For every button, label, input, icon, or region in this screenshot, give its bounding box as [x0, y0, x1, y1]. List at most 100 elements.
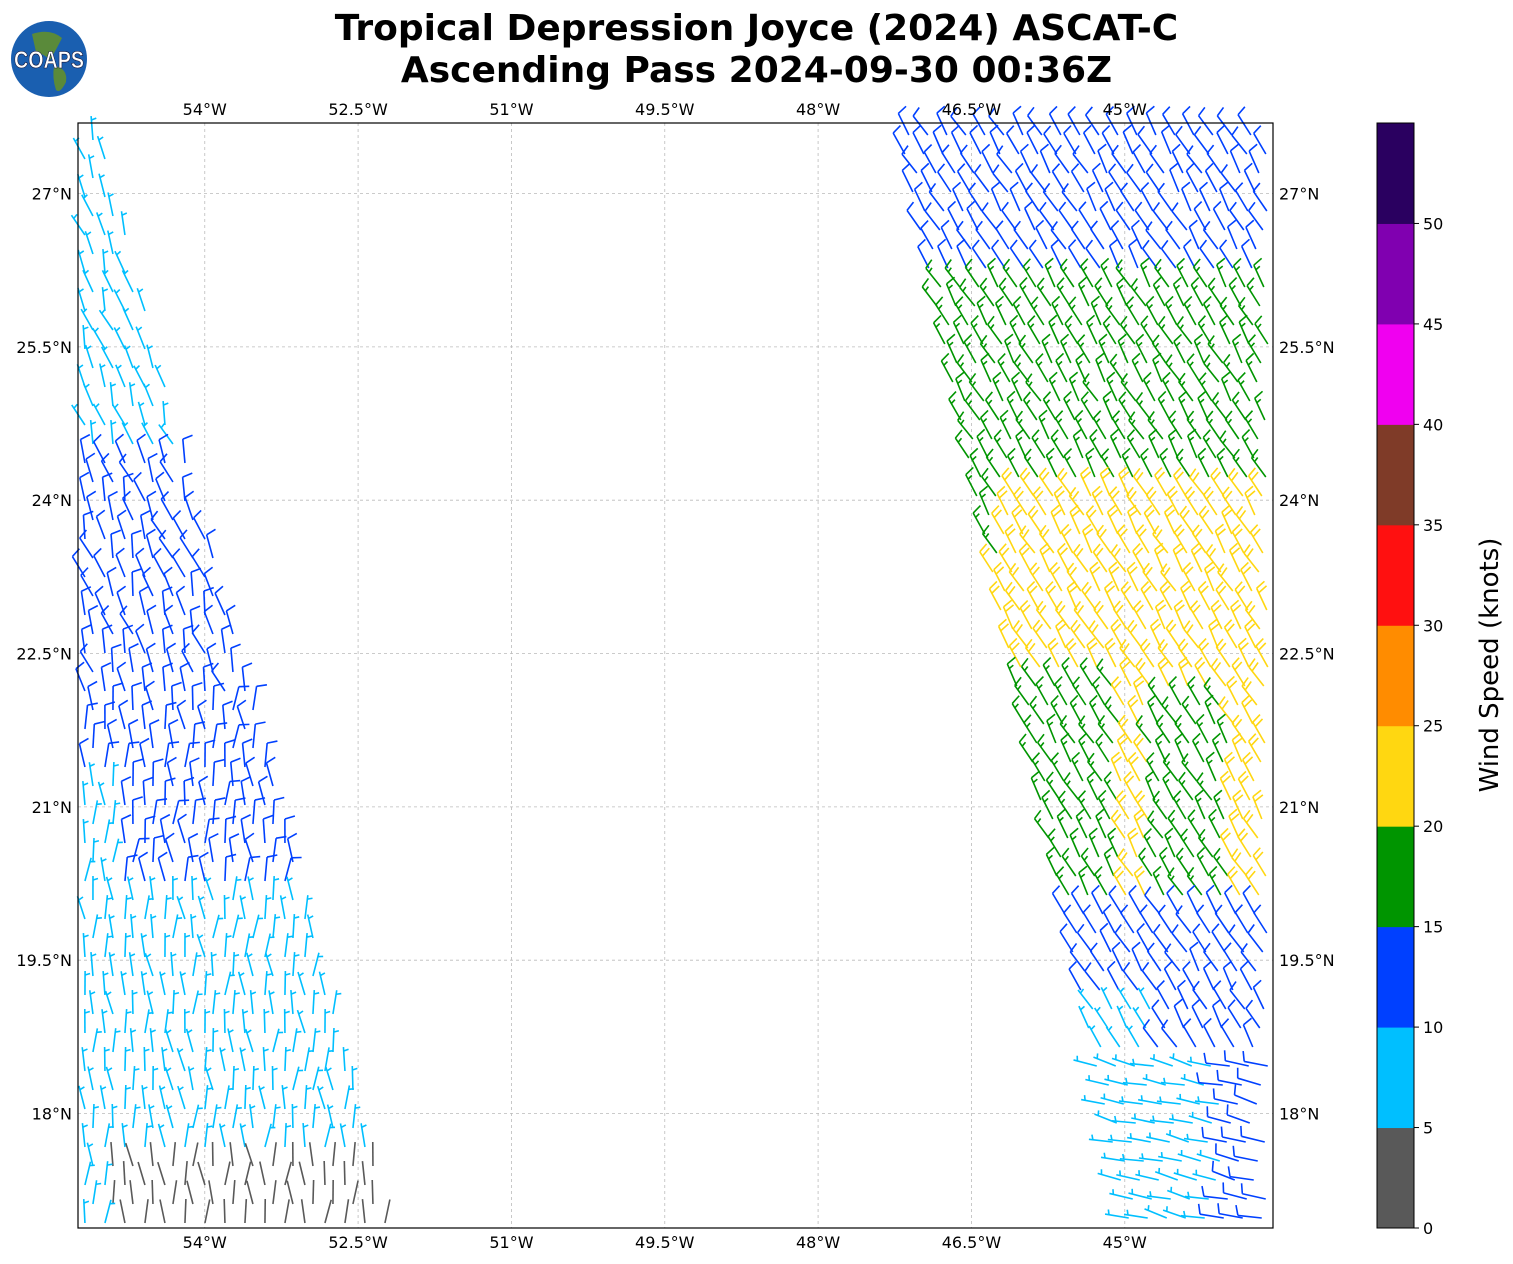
wind-barb [1187, 676, 1201, 706]
wind-barb [1001, 201, 1017, 231]
wind-barb [1134, 790, 1149, 820]
wind-barb [99, 363, 106, 388]
wind-barb [133, 471, 146, 502]
wind-barb [1197, 106, 1214, 136]
wind-barb [1163, 504, 1176, 535]
wind-barb [239, 1047, 246, 1072]
wind-barb [1068, 371, 1080, 402]
wind-barb [1110, 544, 1127, 573]
wind-barb [1154, 599, 1167, 630]
wind-barb [1035, 353, 1049, 383]
wind-barb [1147, 810, 1164, 839]
wind-barb [114, 433, 126, 464]
wind-barb [107, 230, 114, 255]
wind-barb [1078, 201, 1093, 231]
wind-barb [1153, 542, 1166, 573]
wind-barb [897, 105, 910, 136]
wind-barb [1227, 999, 1242, 1029]
wind-barb [272, 914, 281, 939]
wind-barb [246, 952, 254, 977]
wind-barb [212, 797, 226, 825]
wind-barb [1179, 505, 1195, 535]
wind-barb [1176, 257, 1189, 288]
wind-barb [164, 701, 177, 730]
lon-tick-label-top: 49.5°W [635, 100, 695, 119]
wind-barb [1077, 276, 1090, 307]
wind-barb [1197, 390, 1209, 421]
wind-barb [100, 662, 112, 692]
wind-barb [197, 699, 207, 730]
wind-barb [1082, 523, 1094, 554]
wind-barb [1099, 200, 1112, 231]
wind-barb [1173, 524, 1188, 554]
wind-barb [312, 989, 320, 1015]
wind-barb [1219, 770, 1232, 801]
wind-barb [1014, 676, 1030, 706]
wind-barb [1196, 1149, 1220, 1162]
wind-barb [971, 239, 987, 269]
wind-barb [1202, 429, 1217, 459]
lon-tick-label-top: 45°W [1103, 100, 1147, 119]
wind-barb [1234, 581, 1249, 611]
wind-barb [1234, 904, 1249, 934]
wind-barb [1009, 314, 1022, 345]
wind-barb [921, 277, 938, 307]
wind-barb [1218, 181, 1230, 212]
wind-barb [1245, 219, 1257, 250]
wind-barb [1063, 125, 1077, 155]
wind-barb [1091, 884, 1104, 915]
wind-barb [1216, 713, 1228, 744]
wind-barb [1172, 467, 1187, 497]
colorbar-tick-label: 45 [1423, 315, 1443, 334]
wind-barb [1129, 1058, 1154, 1067]
wind-barb [1132, 467, 1149, 497]
wind-barb [1241, 694, 1254, 725]
wind-barb [1132, 543, 1146, 573]
wind-barb [87, 680, 98, 711]
wind-barb [1203, 1052, 1230, 1067]
wind-barb [104, 819, 114, 844]
wind-barb [164, 1066, 174, 1091]
wind-barb [1078, 1005, 1090, 1029]
wind-barb [141, 422, 154, 445]
wind-barb [1067, 106, 1081, 136]
wind-barb [157, 851, 168, 882]
wind-barb [1030, 770, 1042, 801]
wind-barb [1213, 789, 1225, 820]
wind-barb [1023, 448, 1039, 478]
wind-barb [1211, 1160, 1236, 1181]
wind-barb [100, 604, 114, 635]
wind-barb [1191, 998, 1204, 1029]
wind-barb [1219, 827, 1233, 858]
wind-barb [1149, 1115, 1174, 1124]
wind-barb [164, 1028, 174, 1053]
wind-barb [1198, 638, 1212, 668]
wind-barb [1078, 865, 1089, 896]
wind-barb [189, 605, 201, 635]
wind-barb [262, 1046, 269, 1072]
wind-barb [1245, 999, 1261, 1029]
wind-barb [1164, 295, 1178, 326]
wind-barb [1142, 371, 1156, 402]
wind-barb [124, 895, 132, 920]
wind-barb [284, 856, 302, 882]
wind-barb [1057, 790, 1073, 820]
wind-barb [1193, 200, 1207, 231]
wind-barb [1038, 524, 1055, 554]
wind-barb [1216, 124, 1229, 155]
wind-barb [1054, 676, 1068, 706]
wind-barb [1212, 980, 1227, 1010]
wind-barb [190, 914, 197, 939]
wind-barb [1152, 790, 1168, 820]
wind-barb [192, 1104, 203, 1129]
wind-barb [1013, 353, 1030, 383]
axis-ticks: 54°W 54°W 52.5°W 52.5°W 51°W 51°W 49.5°W 49.5°W… [16, 100, 1334, 1252]
wind-barb [1118, 1096, 1143, 1105]
wind-barb [1248, 201, 1264, 231]
wind-barb [906, 201, 922, 231]
wind-barb [123, 345, 134, 369]
wind-barb [1096, 658, 1113, 687]
wind-barb [324, 1199, 332, 1224]
wind-barb [1123, 1209, 1148, 1219]
wind-barb [1035, 219, 1048, 250]
